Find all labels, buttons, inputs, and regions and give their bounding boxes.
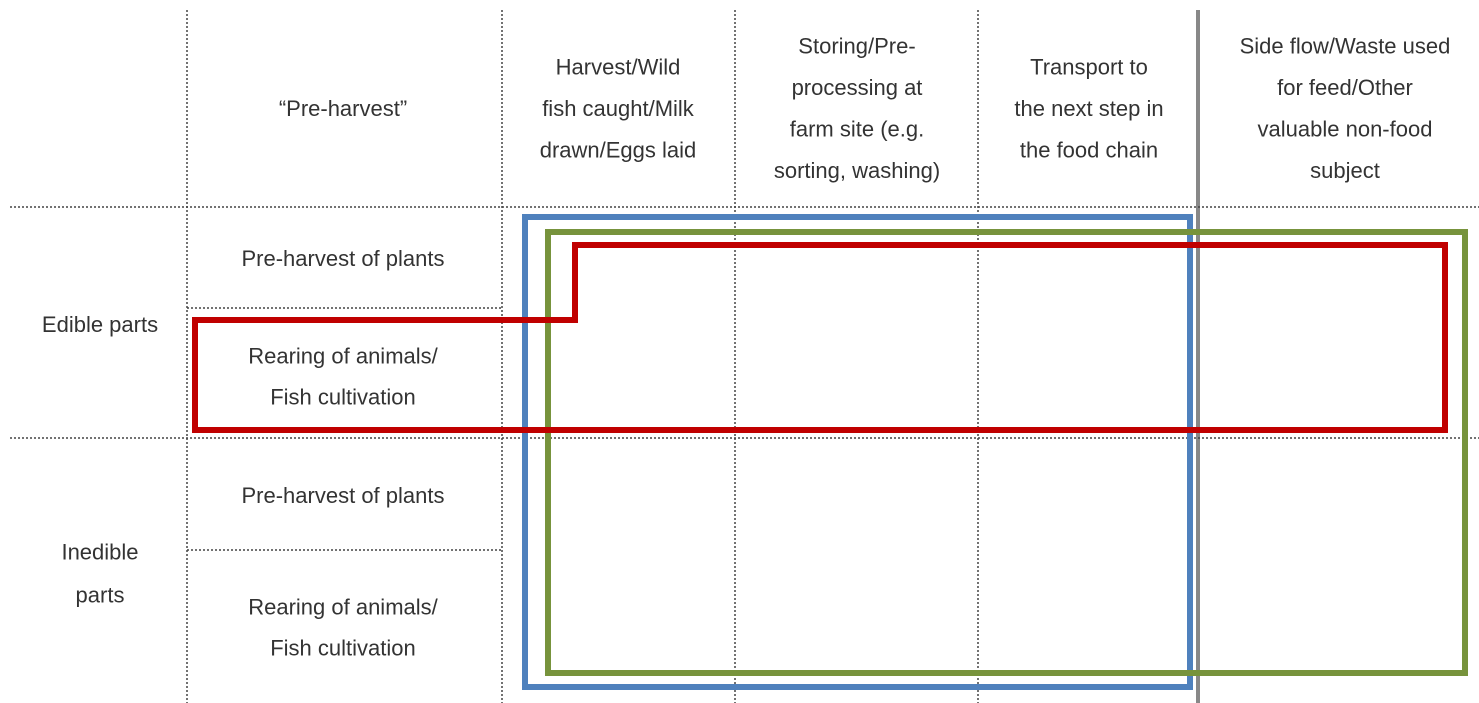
row-label: Pre-harvest of plants bbox=[242, 483, 445, 508]
column-header: drawn/Eggs laid bbox=[540, 137, 697, 162]
group-label: parts bbox=[76, 582, 125, 607]
row-label: Fish cultivation bbox=[270, 384, 416, 409]
group-label: Inedible bbox=[61, 539, 138, 564]
column-header: Side flow/Waste used bbox=[1240, 34, 1451, 59]
blue-frame bbox=[522, 214, 1193, 690]
column-header: Transport to bbox=[1030, 54, 1148, 79]
column-header: Storing/Pre- bbox=[798, 34, 915, 59]
group-label: Edible parts bbox=[42, 312, 158, 337]
column-header: the next step in bbox=[1014, 96, 1163, 121]
green-frame bbox=[545, 229, 1468, 676]
red-frame bbox=[192, 242, 1448, 433]
column-header: for feed/Other bbox=[1277, 75, 1413, 100]
column-header: “Pre-harvest” bbox=[279, 96, 407, 121]
column-header: subject bbox=[1310, 158, 1380, 183]
column-header: valuable non-food bbox=[1258, 117, 1433, 142]
column-header: fish caught/Milk bbox=[542, 96, 695, 121]
column-header: sorting, washing) bbox=[774, 158, 940, 183]
column-header: farm site (e.g. bbox=[790, 117, 924, 142]
row-label: Fish cultivation bbox=[270, 635, 416, 660]
row-label: Pre-harvest of plants bbox=[242, 246, 445, 271]
labels: “Pre-harvest” Harvest/Wild fish caught/Mil… bbox=[42, 34, 1450, 661]
grid bbox=[10, 10, 1479, 703]
column-header: the food chain bbox=[1020, 137, 1158, 162]
row-label: Rearing of animals/ bbox=[248, 594, 438, 619]
column-header: Harvest/Wild bbox=[556, 54, 681, 79]
column-header: processing at bbox=[792, 75, 923, 100]
row-label: Rearing of animals/ bbox=[248, 343, 438, 368]
